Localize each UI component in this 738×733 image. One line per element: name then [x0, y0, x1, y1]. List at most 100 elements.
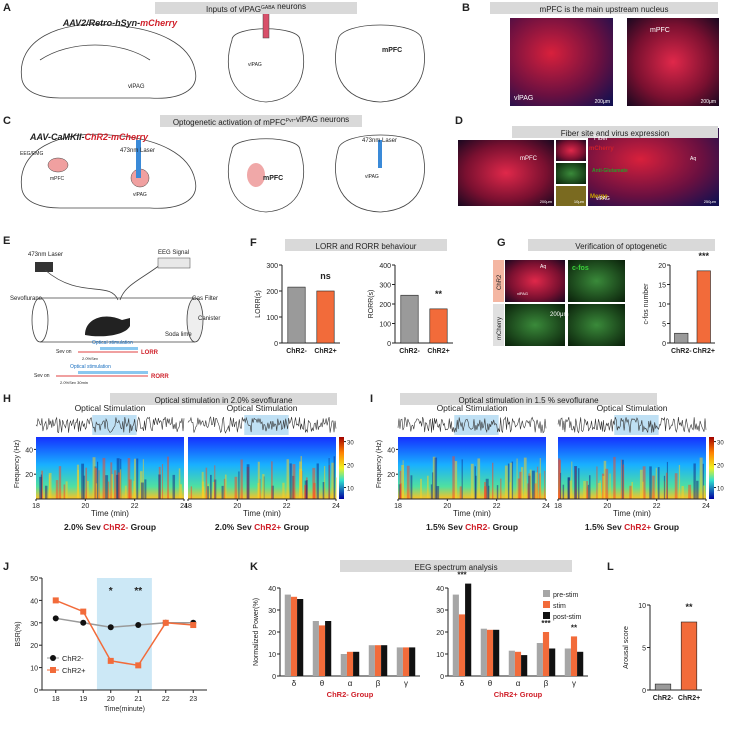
x-tick-label: 24 [180, 503, 188, 510]
label: EEG/EMG [20, 151, 43, 157]
label-part: mCherry [140, 18, 178, 28]
label: 10μm [574, 199, 585, 204]
label: Fiber [594, 136, 608, 142]
label: mCherry [497, 317, 503, 340]
label-part: Inputs of vlPAG [206, 5, 261, 14]
spec-stripe [454, 461, 458, 499]
spec-stripe [286, 459, 289, 499]
spec-stripe [529, 469, 532, 499]
label: 473nm Laser [28, 252, 63, 258]
spec-stripe [210, 474, 212, 499]
stim-title: Optical Stimulation [227, 403, 298, 413]
spec-stripe [214, 465, 216, 499]
x-tick-label: 24 [332, 503, 340, 510]
label: Anti-Glutamate [592, 168, 628, 174]
spec-stripe [124, 485, 127, 499]
label: AAV2/Retro-hSyn-mCherry [62, 18, 178, 28]
spec-stripe [117, 472, 121, 499]
spec-stripe [58, 466, 62, 499]
label: mPFC [382, 47, 402, 54]
label: Gas Filter [192, 296, 218, 302]
significance: * [109, 586, 113, 597]
spec-stripe [474, 466, 476, 499]
spec-stripe [95, 483, 98, 499]
y-tick-label: 0 [662, 341, 666, 348]
x-tick-label: ChR2- [671, 348, 692, 355]
x-tick-label: θ [488, 679, 493, 688]
spec-stripe [586, 481, 588, 499]
bar [577, 651, 584, 676]
spec-stripe [588, 475, 591, 499]
label-part: 2.0% Sev [64, 522, 103, 532]
spec-stripe [657, 467, 660, 499]
panel-letter: K [250, 561, 258, 573]
point [80, 608, 87, 615]
x-tick-label: 22 [162, 696, 170, 703]
spec-stripe [436, 486, 440, 499]
spec-stripe [485, 478, 489, 499]
bar [325, 621, 332, 676]
spec-stripe [652, 475, 655, 499]
spec-stripe [655, 467, 657, 499]
x-tick-label: 22 [283, 503, 291, 510]
sev-bar [78, 351, 138, 353]
spec-stripe [92, 457, 96, 499]
bar [368, 645, 375, 676]
y-axis-label: Normalized Power(%) [253, 598, 260, 666]
spec-stripe [507, 463, 510, 499]
spec-stripe [76, 464, 80, 499]
label-part: ChR2+ [624, 522, 651, 532]
spec-stripe [488, 485, 490, 499]
point [190, 622, 197, 629]
spec-stripe [642, 466, 646, 499]
spec-stripe [140, 482, 144, 499]
cbar-label: 30 [717, 441, 724, 447]
spec-stripe [271, 461, 273, 499]
y-tick-label: 30 [436, 608, 444, 615]
spec-stripe [642, 481, 644, 499]
bar [514, 651, 522, 676]
legend-swatch [543, 612, 550, 619]
spec-stripe [246, 464, 250, 499]
x-axis-label: ChR2+ Group [494, 690, 543, 699]
micrographs [458, 18, 719, 346]
x-tick-label: ChR2+ [314, 348, 336, 355]
bar [297, 599, 304, 676]
label: 250μm [704, 199, 717, 204]
label-part: Pvr [286, 118, 294, 124]
bar [381, 645, 388, 676]
panel-title: Optogenetic activation of mPFCPvr-vlPAG … [173, 115, 349, 127]
spec-stripe [402, 460, 404, 499]
bar [564, 648, 571, 676]
spec-stripe [539, 458, 541, 499]
spec-stripe [158, 474, 161, 499]
y-tick-label: 40 [30, 598, 38, 605]
panel-letter: L [607, 561, 614, 573]
bar [340, 654, 347, 676]
spec-stripe [40, 474, 42, 499]
panel-title: Optical stimulation in 1.5 % sevoflurane [458, 396, 599, 405]
label: 2.0% Sev ChR2+ Group [215, 522, 309, 532]
y-tick-label: 50 [30, 576, 38, 583]
spec-stripe [681, 486, 684, 499]
spec-stripe [144, 479, 147, 499]
label: 200μm [595, 99, 610, 105]
stim-title: Optical Stimulation [597, 403, 668, 413]
spec-stripe [596, 466, 598, 499]
spec-stripe [500, 478, 502, 499]
label-part: 1.5% Sev [426, 522, 465, 532]
spec-stripe [221, 485, 224, 499]
label: Soda lime [165, 332, 192, 338]
spec-stripe [223, 478, 226, 499]
significance: *** [698, 251, 709, 261]
label-part: ChR2- [103, 522, 128, 532]
bar [521, 655, 528, 676]
significance: ns [320, 271, 331, 281]
spec-stripe [96, 461, 99, 499]
panel-letter: F [250, 237, 257, 249]
spec-stripe [324, 466, 326, 499]
spec-stripe [333, 456, 336, 499]
y-tick-label: 20 [387, 472, 395, 479]
spec-stripe [544, 470, 546, 499]
x-tick-label: 24 [702, 503, 710, 510]
